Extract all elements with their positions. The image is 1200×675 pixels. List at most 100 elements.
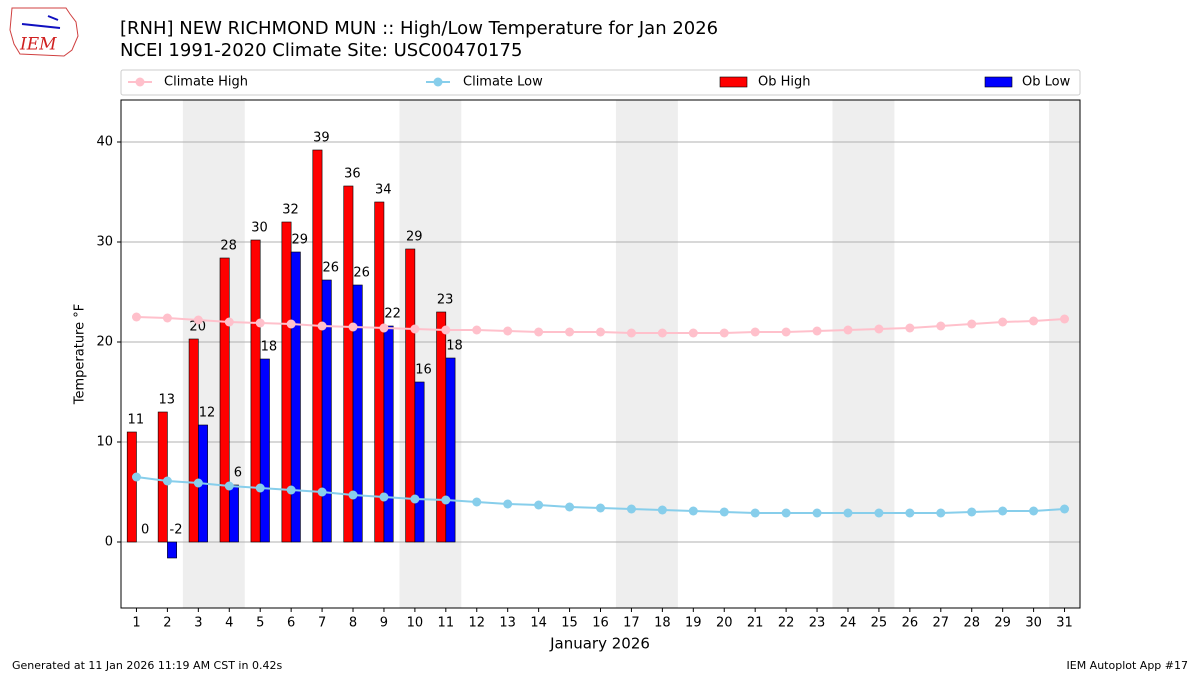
legend-swatch (719, 76, 748, 88)
bar (321, 279, 332, 543)
x-axis-label: January 2026 (549, 635, 650, 653)
point (131, 312, 141, 322)
point (812, 326, 822, 336)
legend-marker (135, 77, 145, 87)
x-tick-label: 10 (407, 616, 424, 631)
x-tick-label: 17 (623, 616, 640, 631)
bar-label: 30 (251, 221, 268, 236)
x-tick-label: 16 (592, 616, 609, 631)
point (379, 323, 389, 333)
bar-label: 13 (158, 393, 175, 408)
bar-label: -2 (170, 523, 183, 538)
bar-label: 32 (282, 203, 299, 218)
x-tick-label: 28 (963, 616, 980, 631)
point (565, 502, 575, 512)
bar (445, 357, 456, 543)
point (874, 508, 884, 518)
point (1060, 504, 1070, 514)
bar-label: 18 (446, 339, 463, 354)
bar (219, 257, 230, 543)
footer-right: IEM Autoplot App #17 (1067, 659, 1189, 672)
x-tick-label: 1 (132, 616, 140, 631)
x-tick-label: 22 (778, 616, 795, 631)
x-tick-label: 6 (287, 616, 295, 631)
bar-label: 26 (322, 261, 339, 276)
y-axis-label: Temperature °F (73, 304, 88, 405)
bar-label: 28 (220, 239, 237, 254)
logo-text: IEM (19, 35, 57, 55)
point (379, 492, 389, 502)
bar (414, 381, 425, 543)
point (534, 500, 544, 510)
point (348, 322, 358, 332)
bar-label: 29 (292, 233, 309, 248)
point (626, 328, 636, 338)
bar (188, 338, 199, 543)
bar-label: 23 (437, 293, 454, 308)
x-tick-label: 13 (499, 616, 516, 631)
bar-label: 11 (128, 413, 145, 428)
bar-label: 12 (199, 406, 216, 421)
point (750, 327, 760, 337)
point (348, 490, 358, 500)
point (626, 504, 636, 514)
point (905, 508, 915, 518)
bar-label: 18 (261, 340, 278, 355)
bar (383, 325, 394, 543)
legend-label: Ob Low (1022, 75, 1071, 90)
point (317, 321, 327, 331)
x-tick-label: 23 (809, 616, 826, 631)
point (719, 507, 729, 517)
point (843, 325, 853, 335)
legend-marker (433, 77, 443, 87)
point (936, 508, 946, 518)
point (317, 487, 327, 497)
x-tick-label: 5 (256, 616, 264, 631)
y-tick-label: 10 (96, 435, 113, 450)
point (596, 327, 605, 337)
x-tick-label: 8 (349, 616, 357, 631)
point (565, 327, 575, 337)
x-tick-label: 12 (468, 616, 485, 631)
point (657, 328, 667, 338)
x-tick-label: 4 (225, 616, 233, 631)
x-tick-label: 14 (530, 616, 547, 631)
bar (312, 149, 323, 543)
legend (120, 69, 1081, 96)
point (410, 494, 420, 504)
bar-label: 34 (375, 183, 392, 198)
point (967, 507, 977, 517)
point (162, 476, 172, 486)
bar (343, 185, 354, 543)
bar-label: 39 (313, 131, 330, 146)
x-tick-label: 2 (163, 616, 171, 631)
point (472, 497, 482, 507)
logo-outline (9, 7, 79, 57)
point (224, 481, 234, 491)
x-tick-label: 30 (1025, 616, 1042, 631)
point (534, 327, 544, 337)
legend-swatch (984, 76, 1013, 88)
weekend-shade (1049, 100, 1080, 608)
x-tick-label: 11 (438, 616, 455, 631)
x-tick-label: 20 (716, 616, 733, 631)
point (441, 325, 451, 335)
point (472, 325, 482, 335)
x-tick-label: 26 (902, 616, 919, 631)
bar-label: 0 (141, 523, 149, 538)
point (503, 499, 513, 509)
point (503, 326, 513, 336)
point (255, 318, 265, 328)
point (410, 324, 420, 334)
x-tick-label: 29 (994, 616, 1011, 631)
bar-label: 29 (406, 230, 423, 245)
x-tick-label: 7 (318, 616, 326, 631)
legend-label: Ob High (758, 75, 811, 90)
point (843, 508, 853, 518)
bar (290, 251, 301, 543)
point (967, 319, 977, 329)
point (286, 319, 296, 329)
bar (352, 284, 363, 543)
x-tick-label: 19 (685, 616, 702, 631)
point (874, 324, 884, 334)
